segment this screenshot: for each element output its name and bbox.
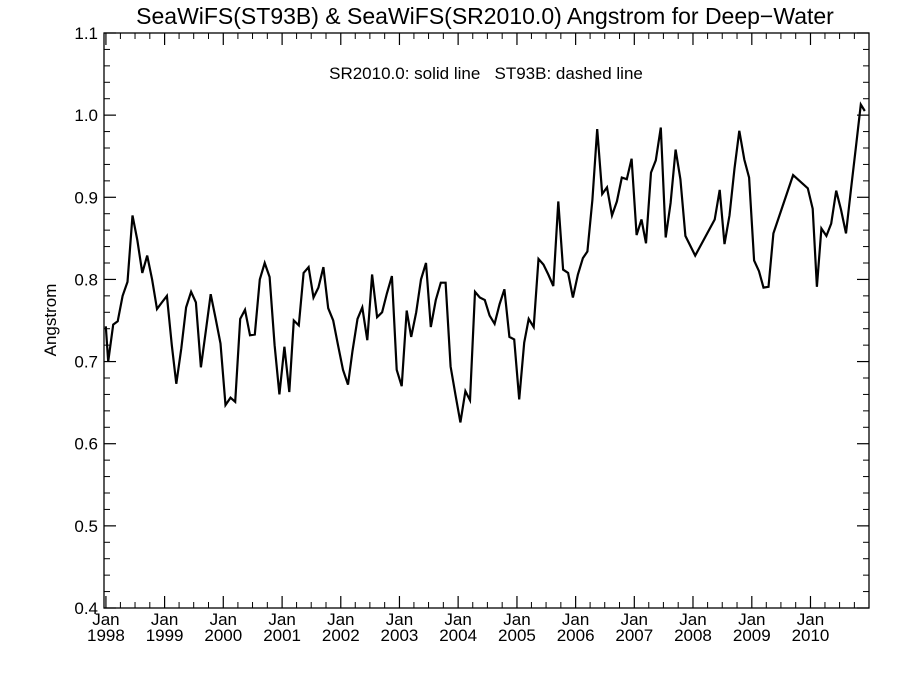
chart-title: SeaWiFS(ST93B) & SeaWiFS(SR2010.0) Angst… — [136, 3, 834, 29]
x-tick-label-year: 2004 — [439, 626, 477, 645]
x-tick-label-month: Jan — [503, 610, 530, 629]
x-tick-label-month: Jan — [151, 610, 178, 629]
x-tick-label-month: Jan — [621, 610, 648, 629]
y-tick-label: 0.5 — [74, 517, 98, 536]
x-tick-label-month: Jan — [738, 610, 765, 629]
x-tick-label-year: 2005 — [498, 626, 536, 645]
x-tick-label-month: Jan — [444, 610, 471, 629]
plot-frame — [103, 32, 870, 609]
x-tick-label-year: 1998 — [87, 626, 125, 645]
x-tick-label-year: 2001 — [263, 626, 301, 645]
x-tick-label-year: 2000 — [204, 626, 242, 645]
x-tick-label-year: 2002 — [322, 626, 360, 645]
x-tick-label-month: Jan — [562, 610, 589, 629]
x-tick-label-month: Jan — [92, 610, 119, 629]
y-tick-label: 0.4 — [74, 599, 98, 618]
x-tick-label-month: Jan — [679, 610, 706, 629]
y-tick-label: 0.7 — [74, 353, 98, 372]
x-tick-label-month: Jan — [386, 610, 413, 629]
series-line-sr2010-0 — [104, 101, 866, 423]
line-style-legend: SR2010.0: solid line ST93B: dashed line — [329, 64, 643, 83]
x-tick-label-year: 2010 — [792, 626, 830, 645]
y-tick-label: 1.1 — [74, 24, 98, 43]
x-tick-label-year: 2003 — [381, 626, 419, 645]
x-tick-label-year: 2008 — [674, 626, 712, 645]
plot-area: 0.40.50.60.70.80.91.01.1Jan1998Jan1999Ja… — [74, 24, 870, 645]
y-tick-label: 0.8 — [74, 270, 98, 289]
x-tick-label-month: Jan — [797, 610, 824, 629]
y-tick-label: 0.6 — [74, 435, 98, 454]
x-tick-label-year: 1999 — [146, 626, 184, 645]
x-tick-label-month: Jan — [268, 610, 295, 629]
x-tick-label-year: 2007 — [615, 626, 653, 645]
y-axis-label: Angstrom — [41, 284, 60, 357]
x-tick-label-month: Jan — [210, 610, 237, 629]
y-tick-label: 1.0 — [74, 106, 98, 125]
y-tick-label: 0.9 — [74, 188, 98, 207]
x-tick-label-year: 2009 — [733, 626, 771, 645]
x-tick-label-month: Jan — [327, 610, 354, 629]
x-tick-label-year: 2006 — [557, 626, 595, 645]
